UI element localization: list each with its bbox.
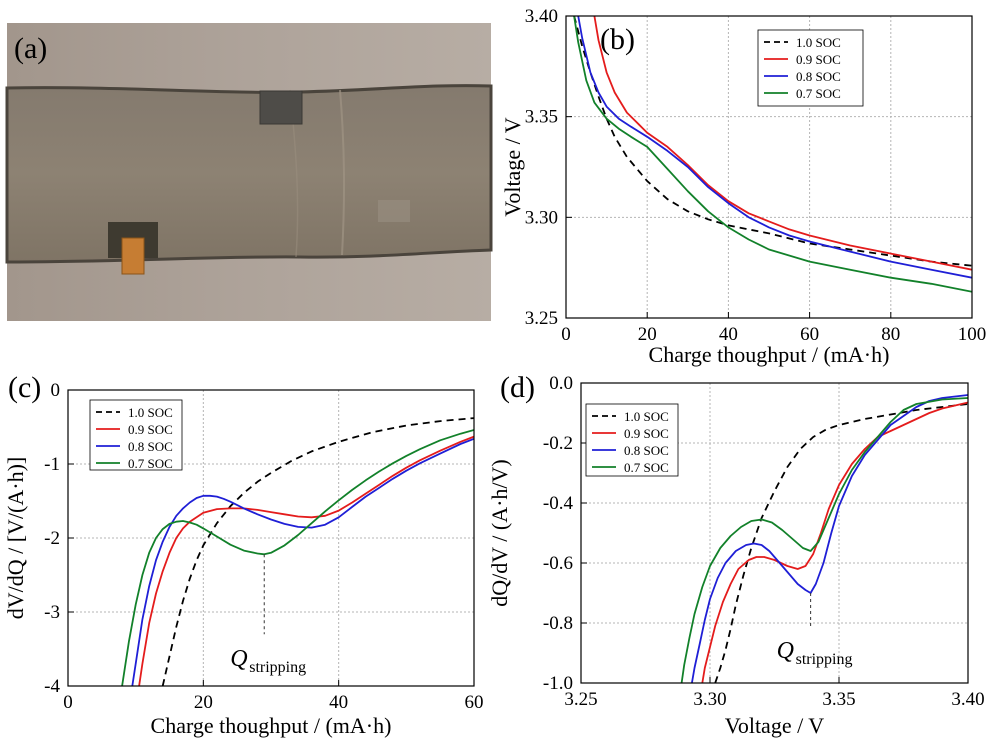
y-tick-label: -0.8 bbox=[543, 613, 573, 634]
y-tick-label: -0.2 bbox=[543, 433, 573, 454]
pouch-fold-line bbox=[339, 89, 346, 256]
y-tick-label: 3.30 bbox=[525, 207, 558, 228]
x-axis-label: Charge thoughput / (mA·h) bbox=[649, 342, 890, 367]
legend-label: 1.0 SOC bbox=[128, 405, 173, 420]
legend-label: 1.0 SOC bbox=[624, 409, 669, 424]
series-line-0-7-soc bbox=[573, 16, 972, 293]
series-line-0-8-soc bbox=[577, 16, 972, 279]
y-tick-label: -3 bbox=[44, 602, 60, 623]
y-tick-label: 0.0 bbox=[549, 373, 573, 394]
panel-label-a: (a) bbox=[14, 32, 47, 65]
y-axis-label: Voltage / V bbox=[500, 117, 525, 217]
y-axis-label: dV/dQ / [V/(A·h)] bbox=[3, 457, 28, 620]
pouch-cell-icon bbox=[5, 84, 493, 264]
panel-label-b: (b) bbox=[600, 23, 635, 56]
series-group bbox=[121, 417, 474, 686]
y-tick-label: -2 bbox=[44, 528, 60, 549]
x-tick-label: 100 bbox=[958, 324, 987, 345]
legend-box bbox=[585, 403, 679, 477]
series-line-1-0-soc bbox=[161, 417, 474, 686]
legend-label: 0.8 SOC bbox=[128, 439, 173, 454]
x-tick-label: 3.40 bbox=[951, 689, 984, 710]
x-tick-label: 3.35 bbox=[822, 689, 855, 710]
series-line-1-0-soc bbox=[573, 16, 972, 267]
panel-label-d: (d) bbox=[500, 371, 535, 404]
plot-b: 0 20 40 60 80 100 3.25 3.30 3.35 3.40 Charge thoug… bbox=[500, 6, 986, 367]
series-line-0-9-soc bbox=[593, 16, 972, 271]
pouch-mark bbox=[378, 200, 410, 222]
x-tick-label: 40 bbox=[329, 692, 348, 713]
x-tick-label: 80 bbox=[881, 324, 900, 345]
copper-tab-icon bbox=[121, 237, 145, 275]
series-line-0-8-soc bbox=[691, 394, 968, 683]
x-tick-label: 60 bbox=[465, 692, 484, 713]
series-line-0-7-soc bbox=[680, 397, 968, 683]
x-axis-label: Charge thoughput / (mA·h) bbox=[151, 713, 392, 738]
series-group bbox=[680, 394, 968, 683]
x-tick-label: 3.25 bbox=[564, 689, 597, 710]
x-tick-label: 20 bbox=[194, 692, 213, 713]
series-line-0-8-soc bbox=[131, 437, 474, 686]
x-tick-label: 20 bbox=[638, 324, 657, 345]
legend-label: 0.9 SOC bbox=[796, 52, 841, 67]
legend-label: 0.9 SOC bbox=[624, 426, 669, 441]
y-tick-label: 3.40 bbox=[525, 6, 558, 27]
tab-terminal-icon bbox=[259, 90, 303, 125]
series-group bbox=[573, 16, 972, 293]
x-tick-label: 0 bbox=[63, 692, 73, 713]
panel-label-c: (c) bbox=[8, 371, 41, 404]
legend-label: 0.9 SOC bbox=[128, 422, 173, 437]
y-tick-label: -0.6 bbox=[543, 553, 573, 574]
y-axis-label: dQ/dV / (A·h/V) bbox=[487, 459, 512, 606]
annotation-subscript: stripping bbox=[796, 651, 853, 668]
annotation-label: Q bbox=[230, 646, 247, 672]
series-line-0-9-soc bbox=[138, 435, 474, 686]
y-tick-label: -0.4 bbox=[543, 493, 574, 514]
y-tick-label: -1 bbox=[44, 454, 60, 475]
legend-label: 0.8 SOC bbox=[624, 443, 669, 458]
annotation-label: Q bbox=[777, 638, 794, 664]
legend-label: 0.7 SOC bbox=[128, 456, 173, 471]
y-tick-label: 0 bbox=[51, 380, 61, 401]
series-line-0-7-soc bbox=[121, 429, 474, 686]
x-tick-label: 60 bbox=[800, 324, 819, 345]
plot-c: 0 20 40 60 -4 -3 -2 -1 0 Charge thoughput / (mA·h… bbox=[3, 371, 484, 738]
y-tick-label: -4 bbox=[44, 676, 60, 697]
x-axis-label: Voltage / V bbox=[725, 713, 825, 738]
series-line-1-0-soc bbox=[714, 403, 968, 683]
series-line-0-9-soc bbox=[701, 401, 968, 683]
legend-label: 0.7 SOC bbox=[796, 86, 841, 101]
axes-frame bbox=[565, 15, 973, 319]
x-tick-label: 3.30 bbox=[693, 689, 726, 710]
legend-label: 0.8 SOC bbox=[796, 69, 841, 84]
photo-panel: (a) bbox=[5, 23, 493, 321]
x-tick-label: 0 bbox=[561, 324, 571, 345]
legend-box bbox=[89, 399, 183, 471]
plot-d: 3.25 3.30 3.35 3.40 -1.0 -0.8 -0.6 -0.4 -0.2 0.0 V… bbox=[487, 371, 985, 738]
legend-label: 0.7 SOC bbox=[624, 460, 669, 475]
y-tick-label: -1.0 bbox=[543, 673, 573, 694]
axes-frame bbox=[580, 382, 969, 684]
y-tick-label: 3.35 bbox=[525, 107, 558, 128]
annotation-subscript: stripping bbox=[249, 659, 306, 676]
legend-label: 1.0 SOC bbox=[796, 35, 841, 50]
x-tick-label: 40 bbox=[719, 324, 738, 345]
y-tick-label: 3.25 bbox=[525, 308, 558, 329]
